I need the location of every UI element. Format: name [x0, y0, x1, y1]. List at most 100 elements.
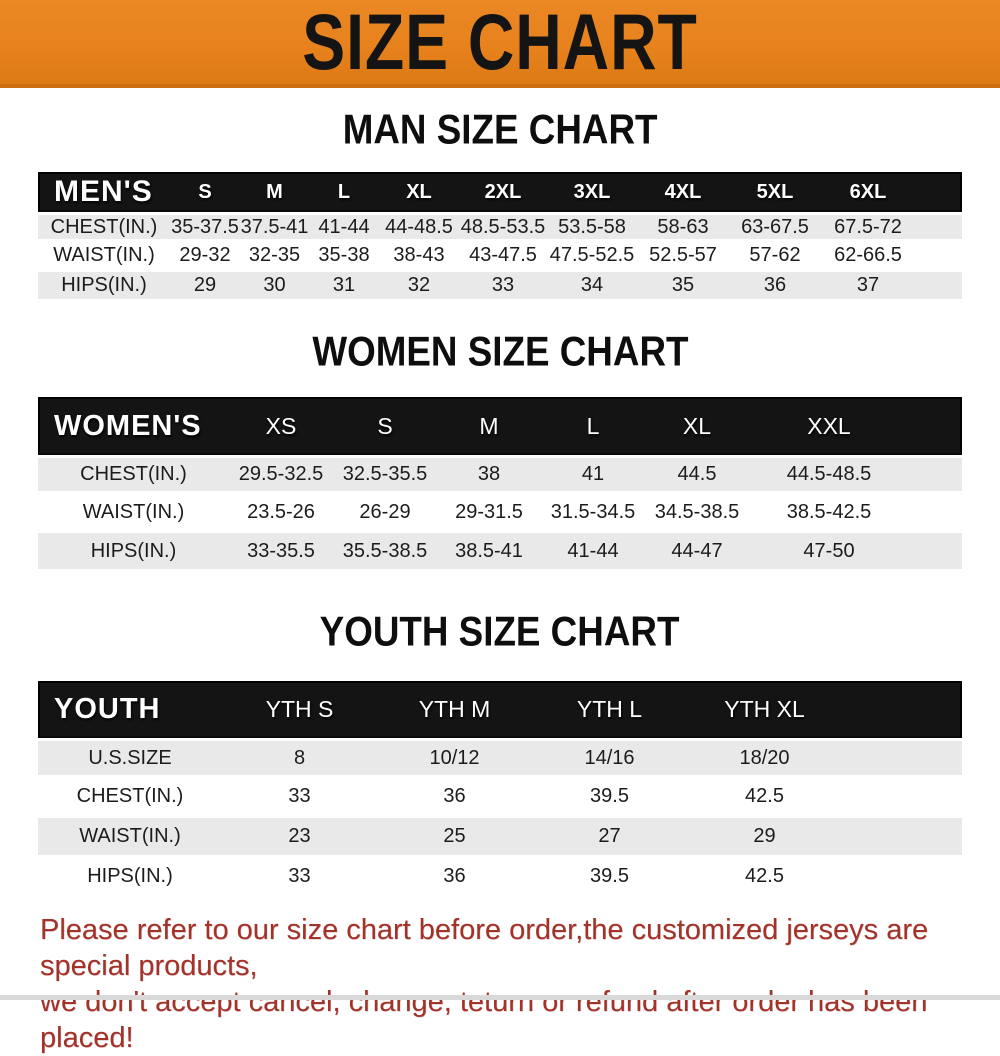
banner-title: SIZE CHART — [302, 0, 698, 86]
value-cell: 29-32 — [170, 242, 240, 272]
value-cell: 32-35 — [240, 242, 309, 272]
header-spacer-cell — [909, 397, 962, 455]
size-column-header: S — [333, 397, 437, 455]
value-cell: 18/20 — [687, 738, 842, 778]
value-cell: 29 — [170, 272, 240, 302]
row-label-cell: WAIST(IN.) — [38, 494, 229, 533]
size-column-header: 5XL — [729, 172, 821, 212]
size-column-header: XXL — [749, 397, 909, 455]
value-cell: 34.5-38.5 — [645, 494, 749, 533]
value-cell: 29 — [687, 818, 842, 858]
row-spacer-cell — [909, 533, 962, 572]
value-cell: 31 — [309, 272, 379, 302]
table-row: WAIST(IN.) 29-32 32-35 35-38 38-43 43-47.5 47.… — [38, 242, 962, 272]
size-column-header: XL — [645, 397, 749, 455]
value-cell: 33-35.5 — [229, 533, 333, 572]
value-cell: 33 — [459, 272, 547, 302]
value-cell: 38 — [437, 455, 541, 494]
value-cell: 36 — [377, 858, 532, 898]
value-cell: 41 — [541, 455, 645, 494]
row-label-cell: WAIST(IN.) — [38, 242, 170, 272]
value-cell: 8 — [222, 738, 377, 778]
youth-chart-title-text: YOUTH SIZE CHART — [320, 608, 680, 656]
table-row: HIPS(IN.) 29 30 31 32 33 34 35 36 37 — [38, 272, 962, 302]
size-column-header: L — [309, 172, 379, 212]
men-size-table: MEN'S S M L XL 2XL 3XL 4XL 5XL 6XL CHEST(IN.) 35-37… — [38, 172, 962, 302]
value-cell: 58-63 — [637, 212, 729, 242]
value-cell: 35-37.5 — [170, 212, 240, 242]
row-label-cell: CHEST(IN.) — [38, 455, 229, 494]
value-cell: 36 — [729, 272, 821, 302]
value-cell: 34 — [547, 272, 637, 302]
row-label-cell: HIPS(IN.) — [38, 533, 229, 572]
value-cell: 27 — [532, 818, 687, 858]
youth-header-label: YOUTH — [38, 681, 222, 738]
row-label-cell: HIPS(IN.) — [38, 272, 170, 302]
table-row: WAIST(IN.) 23 25 27 29 — [38, 818, 962, 858]
row-spacer-cell — [915, 272, 962, 302]
value-cell: 14/16 — [532, 738, 687, 778]
value-cell: 62-66.5 — [821, 242, 915, 272]
value-cell: 41-44 — [541, 533, 645, 572]
women-header-label: WOMEN'S — [38, 397, 229, 455]
value-cell: 37 — [821, 272, 915, 302]
row-spacer-cell — [842, 778, 962, 818]
value-cell: 26-29 — [333, 494, 437, 533]
value-cell: 25 — [377, 818, 532, 858]
women-chart-title-text: WOMEN SIZE CHART — [311, 328, 689, 376]
value-cell: 57-62 — [729, 242, 821, 272]
value-cell: 39.5 — [532, 778, 687, 818]
size-column-header: 6XL — [821, 172, 915, 212]
value-cell: 67.5-72 — [821, 212, 915, 242]
bottom-edge-divider — [0, 995, 1000, 1000]
value-cell: 42.5 — [687, 778, 842, 818]
row-label-cell: CHEST(IN.) — [38, 212, 170, 242]
men-chart-title-text: MAN SIZE CHART — [342, 106, 658, 154]
value-cell: 29-31.5 — [437, 494, 541, 533]
value-cell: 43-47.5 — [459, 242, 547, 272]
size-column-header: 3XL — [547, 172, 637, 212]
table-row: CHEST(IN.) 29.5-32.5 32.5-35.5 38 41 44.5 44.5… — [38, 455, 962, 494]
value-cell: 31.5-34.5 — [541, 494, 645, 533]
size-column-header: 4XL — [637, 172, 729, 212]
men-chart-title: MAN SIZE CHART — [0, 106, 1000, 154]
men-header-label: MEN'S — [38, 172, 170, 212]
disclaimer-line-1: Please refer to our size chart before or… — [40, 914, 929, 982]
row-label-cell: HIPS(IN.) — [38, 858, 222, 898]
size-column-header: XL — [379, 172, 459, 212]
value-cell: 32 — [379, 272, 459, 302]
row-spacer-cell — [909, 494, 962, 533]
table-row: HIPS(IN.) 33 36 39.5 42.5 — [38, 858, 962, 898]
size-column-header: L — [541, 397, 645, 455]
value-cell: 23 — [222, 818, 377, 858]
disclaimer-note: Please refer to our size chart before or… — [40, 912, 990, 1056]
value-cell: 32.5-35.5 — [333, 455, 437, 494]
value-cell: 29.5-32.5 — [229, 455, 333, 494]
table-row: WAIST(IN.) 23.5-26 26-29 29-31.5 31.5-34.5 34… — [38, 494, 962, 533]
value-cell: 30 — [240, 272, 309, 302]
value-cell: 39.5 — [532, 858, 687, 898]
value-cell: 42.5 — [687, 858, 842, 898]
women-chart-title: WOMEN SIZE CHART — [0, 328, 1000, 376]
value-cell: 38-43 — [379, 242, 459, 272]
value-cell: 53.5-58 — [547, 212, 637, 242]
size-column-header: YTH M — [377, 681, 532, 738]
banner: SIZE CHART — [0, 0, 1000, 88]
row-spacer-cell — [842, 738, 962, 778]
value-cell: 35.5-38.5 — [333, 533, 437, 572]
size-column-header: YTH S — [222, 681, 377, 738]
row-spacer-cell — [842, 818, 962, 858]
value-cell: 10/12 — [377, 738, 532, 778]
header-spacer-cell — [915, 172, 962, 212]
value-cell: 38.5-42.5 — [749, 494, 909, 533]
value-cell: 44.5 — [645, 455, 749, 494]
table-row: CHEST(IN.) 33 36 39.5 42.5 — [38, 778, 962, 818]
value-cell: 44-47 — [645, 533, 749, 572]
table-row: CHEST(IN.) 35-37.5 37.5-41 41-44 44-48.5 48.5… — [38, 212, 962, 242]
value-cell: 36 — [377, 778, 532, 818]
value-cell: 47.5-52.5 — [547, 242, 637, 272]
value-cell: 35-38 — [309, 242, 379, 272]
youth-chart-title: YOUTH SIZE CHART — [0, 608, 1000, 656]
row-spacer-cell — [909, 455, 962, 494]
size-column-header: M — [437, 397, 541, 455]
